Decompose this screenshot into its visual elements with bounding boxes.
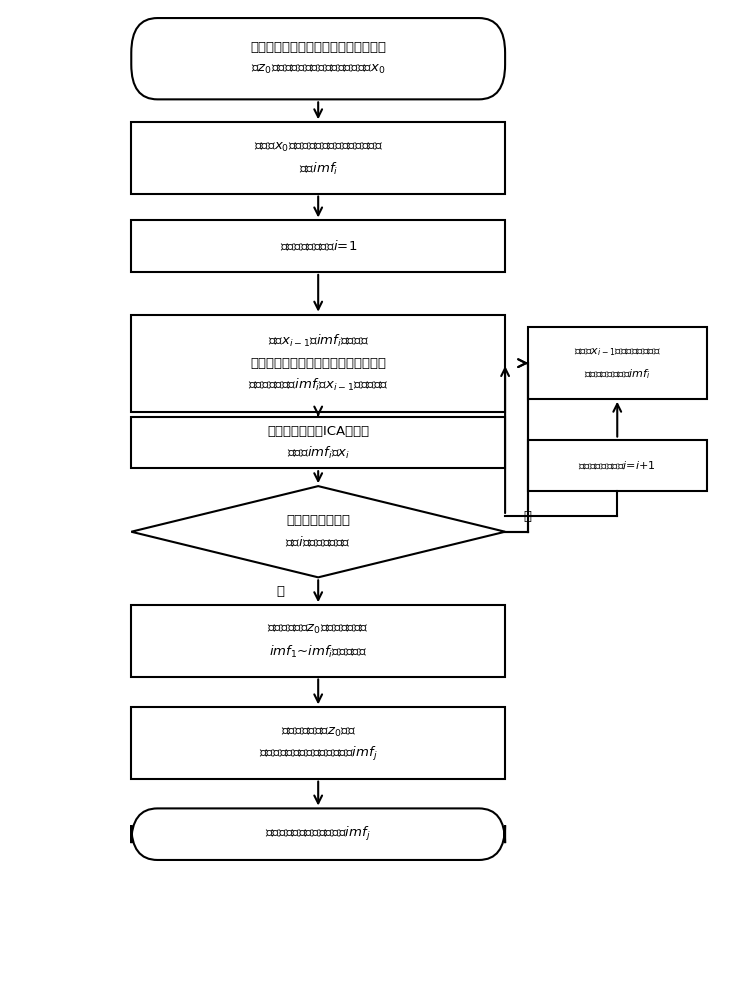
Bar	[132, 220, 505, 272]
Text: 区分出$imf_i$与$x_i$: 区分出$imf_i$与$x_i$	[287, 445, 350, 461]
Text: 判断经验模态分解: 判断经验模态分解	[287, 514, 350, 527]
Text: 分量$imf_i$: 分量$imf_i$	[299, 161, 338, 177]
Text: 采集已知故障点处高信噪比的冲击放电: 采集已知故障点处高信噪比的冲击放电	[250, 41, 386, 54]
Text: 经验模态分解代数$i$=1: 经验模态分解代数$i$=1	[280, 239, 357, 253]
Text: 输出分离出的放电声音信号$imf_j$: 输出分离出的放电声音信号$imf_j$	[265, 825, 371, 843]
Text: 信号$x_{i-1}$与$imf_i$进行基于: 信号$x_{i-1}$与$imf_i$进行基于	[268, 333, 369, 349]
Text: 对信号$x_0$进行经验模态分解得到本征模态: 对信号$x_0$进行经验模态分解得到本征模态	[253, 140, 383, 154]
FancyBboxPatch shape	[132, 18, 505, 99]
Bar	[132, 417, 505, 468]
Bar	[132, 122, 505, 194]
Polygon shape	[132, 486, 505, 577]
Bar	[528, 327, 707, 399]
Text: 分别计算信号$z_0$与本征模态分量: 分别计算信号$z_0$与本征模态分量	[268, 623, 369, 636]
Text: 统计独立意义将$imf_i$从$x_{i-1}$中分离出来: 统计独立意义将$imf_i$从$x_{i-1}$中分离出来	[248, 377, 389, 393]
Text: 经验模态分解代数$i$=$i$+1: 经验模态分解代数$i$=$i$+1	[578, 459, 656, 471]
Text: $imf_1$~$imf_i$的频谱分布: $imf_1$~$imf_i$的频谱分布	[269, 644, 367, 660]
Bar	[132, 315, 505, 412]
Text: 收敛因子的五阶收敛独立分量分析，按: 收敛因子的五阶收敛独立分量分析，按	[250, 357, 386, 370]
Text: 否: 否	[524, 510, 531, 523]
Text: 代数$i$是否达到预定值: 代数$i$是否达到预定值	[285, 535, 351, 550]
FancyBboxPatch shape	[132, 808, 505, 860]
Bar	[132, 605, 505, 677]
Text: 判断得到的两个ICA分量，: 判断得到的两个ICA分量，	[267, 425, 369, 438]
Bar	[132, 707, 505, 779]
Text: 对信号$x_{i-1}$进行经验模态分解: 对信号$x_{i-1}$进行经验模态分解	[574, 346, 661, 358]
Text: 声$z_0$与未知故障点的低信噪比混合信号$x_0$: 声$z_0$与未知故障点的低信噪比混合信号$x_0$	[251, 63, 386, 76]
Text: 是: 是	[277, 585, 285, 598]
Text: 得到本征模态分量$imf_i$: 得到本征模态分量$imf_i$	[584, 367, 651, 381]
Text: 提取频谱与信号$z_0$频谱: 提取频谱与信号$z_0$频谱	[280, 726, 356, 739]
Text: 具有最大相关性的本征模态分量$imf_j$: 具有最大相关性的本征模态分量$imf_j$	[259, 745, 377, 763]
Bar	[528, 440, 707, 491]
